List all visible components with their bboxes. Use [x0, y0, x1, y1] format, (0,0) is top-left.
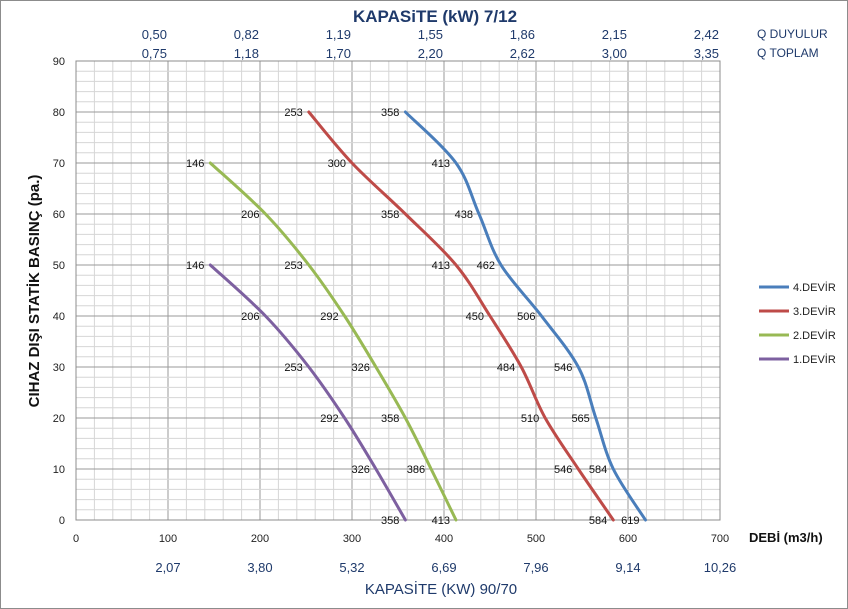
- x-tick-label: 600: [619, 533, 637, 545]
- top-capacity-value: 3,35: [694, 46, 719, 61]
- bottom-capacity-value: 5,32: [339, 560, 364, 575]
- y-tick-label: 20: [53, 413, 65, 425]
- y-tick-label: 30: [53, 362, 65, 374]
- data-label: 358: [381, 107, 399, 119]
- bottom-capacity-value: 7,96: [523, 560, 548, 575]
- y-tick-label: 40: [53, 311, 65, 323]
- q-toplam-label: Q TOPLAM: [757, 46, 819, 60]
- data-labels-layer: 358 413 438 462 506 546 565 584 619 253 300 358 413 4…: [186, 107, 640, 527]
- data-label: 438: [455, 209, 473, 221]
- x-tick-label: 400: [435, 533, 453, 545]
- y-tick-label: 60: [53, 209, 65, 221]
- data-label: 619: [621, 515, 639, 527]
- data-label: 292: [320, 311, 338, 323]
- chart-title: KAPASiTE (kW) 7/12: [353, 7, 517, 26]
- data-label: 206: [241, 311, 259, 323]
- data-label: 413: [432, 515, 450, 527]
- legend-entry-label: 4.DEVİR: [793, 281, 836, 294]
- x-tick-label: 200: [251, 533, 269, 545]
- legend-entry-label: 1.DEVİR: [793, 353, 836, 366]
- data-label: 253: [284, 260, 302, 272]
- data-label: 326: [352, 362, 370, 374]
- top-capacity-value: 2,20: [418, 46, 443, 61]
- data-label: 506: [517, 311, 535, 323]
- data-label: 546: [554, 362, 572, 374]
- legend-entry-label: 3.DEVİR: [793, 305, 836, 318]
- y-tick-label: 80: [53, 107, 65, 119]
- top-capacity-value: 2,62: [510, 46, 535, 61]
- bottom-capacity-value: 2,07: [155, 560, 180, 575]
- top-capacity-value: 1,18: [234, 46, 259, 61]
- series-line-1-devir: [208, 263, 407, 522]
- data-label: 546: [554, 464, 572, 476]
- data-label: 413: [432, 260, 450, 272]
- x-tick-label: 300: [343, 533, 361, 545]
- data-label: 584: [589, 464, 607, 476]
- top-capacity-value: 0,50: [142, 27, 167, 42]
- x-tick-label: 100: [159, 533, 177, 545]
- data-label: 146: [186, 158, 204, 170]
- top-capacity-value: 0,75: [142, 46, 167, 61]
- legend-entry-label: 2.DEVİR: [793, 329, 836, 342]
- data-label: 584: [589, 515, 607, 527]
- data-label: 484: [497, 362, 515, 374]
- q-duyulur-label: Q DUYULUR: [757, 27, 828, 41]
- series-line-2-devir: [208, 161, 458, 522]
- data-label: 450: [466, 311, 484, 323]
- top-capacity-value: 2,15: [602, 27, 627, 42]
- bottom-capacity-value: 10,26: [704, 560, 737, 575]
- bottom-capacity-value: 6,69: [431, 560, 456, 575]
- data-label: 292: [320, 413, 338, 425]
- bottom-capacity-axis: 2,07 3,80 5,32 6,69 7,96 9,14 10,26: [155, 560, 736, 575]
- bottom-capacity-value: 3,80: [247, 560, 272, 575]
- data-label: 510: [521, 413, 539, 425]
- data-label: 253: [284, 107, 302, 119]
- top-capacity-value: 1,70: [326, 46, 351, 61]
- data-label: 358: [381, 209, 399, 221]
- data-label: 462: [477, 260, 495, 272]
- top-capacity-value: 1,86: [510, 27, 535, 42]
- x-tick-label: 0: [73, 533, 79, 545]
- top-capacity-value: 1,55: [418, 27, 443, 42]
- top-capacity-value: 1,19: [326, 27, 351, 42]
- x-tick-label: 700: [711, 533, 729, 545]
- y-axis-title: CIHAZ DIŞI STATİK BASINÇ (pa.): [26, 175, 43, 408]
- data-label: 206: [241, 209, 259, 221]
- series-line-4-devir: [403, 110, 647, 522]
- data-label: 146: [186, 260, 204, 272]
- data-label: 565: [571, 413, 589, 425]
- data-label: 300: [328, 158, 346, 170]
- data-label: 326: [352, 464, 370, 476]
- y-tick-label: 70: [53, 158, 65, 170]
- plot-area: [76, 61, 720, 520]
- x-axis-title: DEBİ (m3/h): [749, 530, 823, 545]
- top-capacity-value: 0,82: [234, 27, 259, 42]
- y-tick-label: 90: [53, 56, 65, 68]
- top-capacity-value: 2,42: [694, 27, 719, 42]
- x-axis-ticks: 0 100 200 300 400 500 600 700: [73, 533, 729, 545]
- data-label: 358: [381, 413, 399, 425]
- x-tick-label: 500: [527, 533, 545, 545]
- y-tick-label: 50: [53, 260, 65, 272]
- legend: 4.DEVİR 3.DEVİR 2.DEVİR 1.DEVİR: [759, 281, 836, 366]
- series-layer: [208, 110, 647, 522]
- top-capacity-axis: 0,50 0,82 1,19 1,55 1,86 2,15 2,42 0,75 1,18 1,70…: [142, 27, 719, 61]
- plot-border: [75, 60, 721, 521]
- data-label: 413: [432, 158, 450, 170]
- series-line-3-devir: [307, 110, 615, 522]
- y-tick-label: 0: [59, 515, 65, 527]
- data-label: 386: [407, 464, 425, 476]
- data-label: 358: [381, 515, 399, 527]
- y-axis-ticks: 0 10 20 30 40 50 60 70 80 90: [53, 56, 65, 527]
- data-label: 253: [284, 362, 302, 374]
- bottom-capacity-title: KAPASİTE (KW) 90/70: [365, 580, 517, 598]
- bottom-capacity-value: 9,14: [615, 560, 640, 575]
- top-capacity-value: 3,00: [602, 46, 627, 61]
- y-tick-label: 10: [53, 464, 65, 476]
